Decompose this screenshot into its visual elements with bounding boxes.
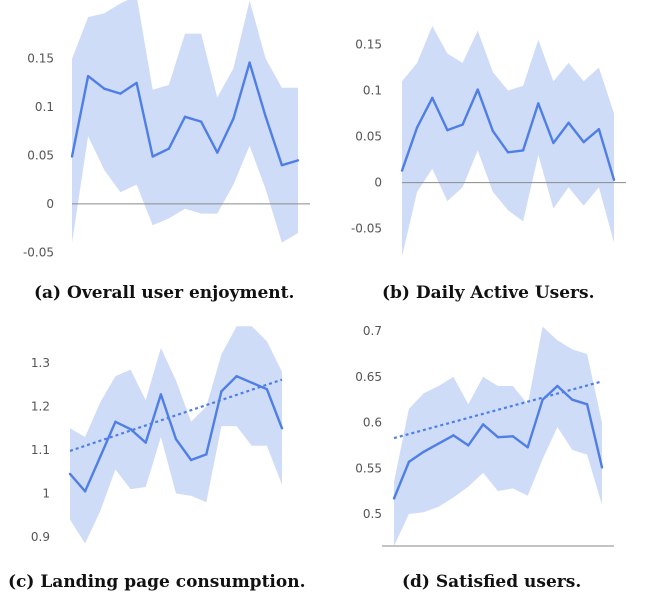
chart-panel-d: 0.5 0.55 0.6 0.65 0.7 (d) Satisfied users. bbox=[330, 310, 659, 615]
chart-b-caption: (b) Daily Active Users. bbox=[382, 283, 595, 303]
data-point bbox=[280, 427, 284, 430]
data-point bbox=[481, 423, 485, 426]
data-point bbox=[264, 115, 267, 119]
data-point bbox=[86, 74, 90, 78]
data-point bbox=[250, 381, 253, 384]
data-point bbox=[119, 92, 122, 95]
y-tick-label: 0.5 bbox=[363, 507, 382, 521]
chart-c-caption: (c) Landing page consumption. bbox=[8, 572, 306, 592]
data-point bbox=[68, 472, 72, 476]
y-tick-label: 0.05 bbox=[355, 130, 382, 144]
data-point bbox=[537, 102, 540, 105]
data-point bbox=[597, 128, 601, 131]
data-point bbox=[296, 159, 300, 162]
y-tick-label: 0.1 bbox=[35, 100, 54, 114]
chart-panel-a: -0.05 0 0.05 0.1 0.15 (a) Overall user enjoy… bbox=[0, 0, 330, 303]
confidence-band bbox=[72, 0, 298, 243]
data-point bbox=[567, 121, 570, 124]
data-point bbox=[521, 149, 525, 152]
data-point bbox=[452, 434, 455, 437]
data-point bbox=[235, 374, 238, 378]
y-tick-label: 0.05 bbox=[27, 149, 54, 163]
data-point bbox=[556, 384, 559, 388]
data-point bbox=[103, 87, 106, 90]
data-point bbox=[506, 151, 510, 154]
y-tick-label: 1.2 bbox=[31, 400, 50, 414]
y-tick-label: -0.05 bbox=[351, 222, 382, 236]
chart-b-plot: -0.05 0 0.05 0.1 0.15 bbox=[351, 26, 626, 257]
data-point bbox=[70, 155, 74, 158]
y-tick-label: 0.9 bbox=[31, 530, 50, 544]
chart-a-caption: (a) Overall user enjoyment. bbox=[34, 283, 295, 303]
data-point bbox=[151, 155, 154, 158]
data-point bbox=[437, 442, 440, 445]
data-point bbox=[571, 398, 574, 401]
data-point bbox=[99, 455, 102, 458]
data-point bbox=[582, 140, 585, 144]
data-point bbox=[612, 178, 616, 182]
y-tick-label: 0.6 bbox=[363, 416, 382, 430]
data-point bbox=[205, 453, 208, 456]
y-tick-label: 0 bbox=[46, 197, 54, 211]
data-point bbox=[135, 81, 138, 85]
chart-panel-c: 0.9 1 1.1 1.2 1.3 (c) Landing page consumpti… bbox=[0, 310, 330, 615]
chart-d-caption: (d) Satisfied users. bbox=[402, 572, 582, 592]
data-point bbox=[526, 446, 529, 449]
data-point bbox=[461, 123, 464, 126]
data-point bbox=[496, 436, 500, 439]
data-point bbox=[400, 169, 404, 172]
data-point bbox=[511, 435, 515, 438]
data-point bbox=[265, 387, 269, 391]
data-point bbox=[114, 420, 117, 423]
data-point bbox=[167, 147, 171, 150]
y-tick-label: 0.15 bbox=[27, 52, 54, 66]
data-point bbox=[491, 129, 495, 133]
y-tick-label: 1.1 bbox=[31, 443, 50, 457]
data-point bbox=[83, 490, 87, 493]
data-point bbox=[280, 164, 284, 167]
y-tick-label: 0 bbox=[374, 176, 382, 190]
chart-d-plot: 0.5 0.55 0.6 0.65 0.7 bbox=[355, 324, 614, 547]
confidence-band bbox=[70, 326, 282, 544]
data-point bbox=[407, 460, 411, 464]
data-point bbox=[144, 441, 147, 444]
data-point bbox=[415, 126, 419, 129]
chart-a-plot: -0.05 0 0.05 0.1 0.15 bbox=[23, 0, 310, 259]
data-point bbox=[216, 151, 219, 154]
data-point bbox=[422, 450, 425, 454]
chart-c-plot: 0.9 1 1.1 1.2 1.3 bbox=[31, 326, 284, 544]
data-point bbox=[199, 120, 203, 123]
data-point bbox=[392, 497, 396, 500]
data-point bbox=[600, 466, 604, 469]
y-tick-label: 1 bbox=[42, 487, 50, 501]
data-point bbox=[541, 398, 544, 401]
data-point bbox=[174, 437, 178, 441]
y-tick-label: 0.1 bbox=[363, 84, 382, 98]
confidence-band bbox=[402, 26, 614, 257]
data-point bbox=[159, 393, 163, 396]
y-tick-label: 0.55 bbox=[355, 461, 382, 475]
data-point bbox=[585, 403, 589, 406]
data-point bbox=[220, 390, 223, 393]
data-point bbox=[232, 117, 235, 120]
data-point bbox=[129, 427, 132, 431]
data-point bbox=[552, 141, 555, 145]
data-point bbox=[467, 444, 470, 447]
data-point bbox=[189, 458, 193, 462]
data-point bbox=[476, 88, 479, 91]
y-tick-label: 0.7 bbox=[363, 324, 382, 338]
data-point bbox=[248, 61, 251, 64]
y-tick-label: 0.65 bbox=[355, 370, 382, 384]
data-point bbox=[183, 115, 187, 119]
data-point bbox=[446, 128, 449, 132]
y-tick-label: 1.3 bbox=[31, 356, 50, 370]
y-tick-label: -0.05 bbox=[23, 245, 54, 259]
chart-panel-b: -0.05 0 0.05 0.1 0.15 (b) Daily Active Users… bbox=[330, 0, 659, 303]
data-point bbox=[431, 96, 434, 100]
trend-line bbox=[69, 378, 283, 452]
y-tick-label: 0.15 bbox=[355, 37, 382, 51]
